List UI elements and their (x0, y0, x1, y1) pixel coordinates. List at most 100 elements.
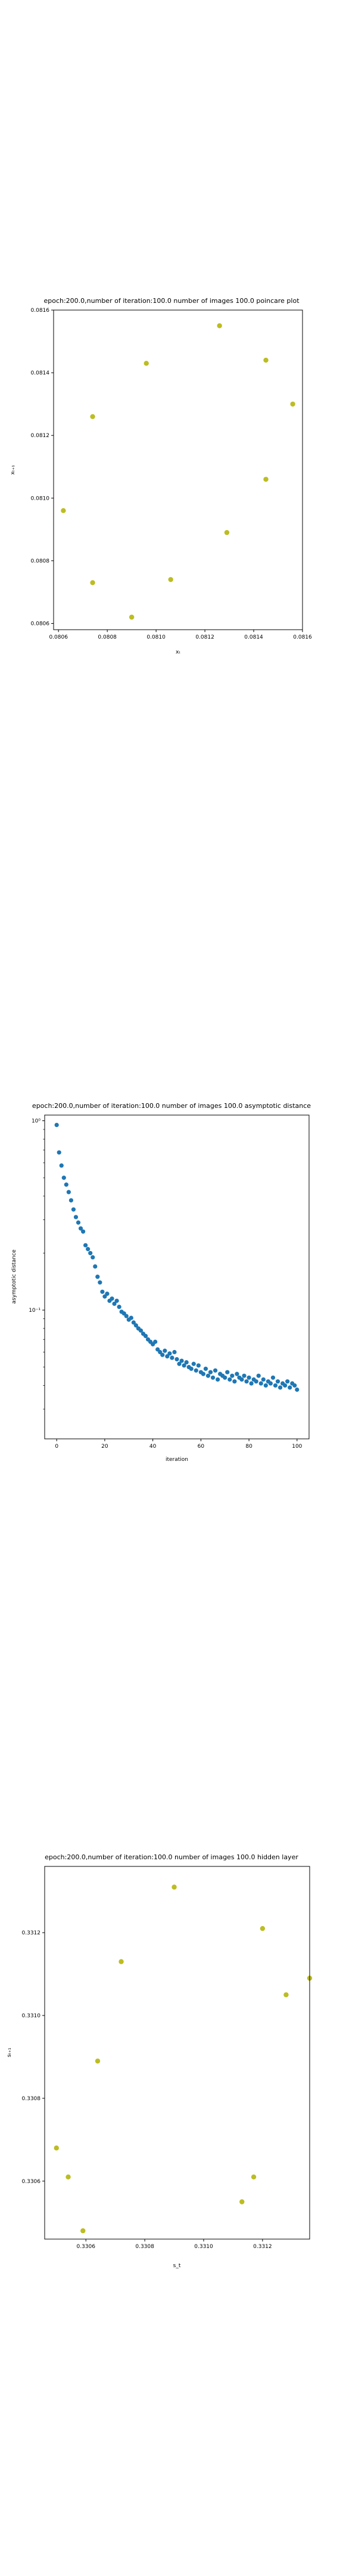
data-point (110, 1296, 114, 1301)
data-point (184, 1360, 189, 1365)
data-point (129, 1315, 133, 1320)
data-point (80, 1229, 86, 1234)
x-tick-label: 20 (101, 1444, 108, 1450)
data-point (170, 1355, 174, 1360)
data-point (217, 323, 222, 329)
data-point (66, 2174, 71, 2180)
data-point (227, 1377, 232, 1382)
data-point (251, 2174, 257, 2180)
x-tick-label: 0.0816 (293, 634, 312, 640)
y-tick-label: 0.3308 (22, 2096, 41, 2102)
data-point (165, 1354, 170, 1359)
y-tick-label: 10⁻¹ (29, 1308, 40, 1314)
y-tick-label: 0.3310 (22, 2013, 41, 2019)
data-point (80, 2228, 86, 2234)
y-axis-label: xₜ₊₁ (10, 465, 16, 475)
data-point (295, 1387, 300, 1392)
data-point (172, 1884, 177, 1890)
x-tick-label: 80 (245, 1444, 252, 1450)
data-point (232, 1379, 237, 1384)
data-point (95, 1274, 100, 1279)
x-tick-label: 0.3306 (76, 2244, 95, 2250)
data-point (91, 1255, 95, 1260)
y-tick-label: 0.0812 (31, 433, 50, 439)
plot-frame (44, 1866, 310, 2240)
data-point (210, 1375, 216, 1380)
x-tick-label: 0.0808 (98, 634, 117, 640)
data-point (290, 401, 295, 407)
data-point (144, 361, 149, 366)
data-point (100, 1289, 105, 1294)
data-point (194, 1368, 198, 1373)
x-tick-label: 0.0814 (244, 634, 263, 640)
data-point (90, 414, 95, 419)
data-point (143, 1333, 148, 1339)
data-point (205, 1373, 211, 1378)
y-axis-label: asymptotic distance (11, 1249, 17, 1304)
data-point (54, 2145, 59, 2151)
data-point (196, 1363, 201, 1368)
plot-frame (53, 309, 303, 630)
data-point (224, 530, 230, 535)
y-tick-label: 0.3312 (22, 1930, 41, 1936)
asymptotic-distance-chart: epoch:200.0,number of iteration:100.0 nu… (11, 1102, 311, 1463)
data-point (223, 1375, 227, 1380)
y-axis-label: sₜ₊₁ (7, 2048, 13, 2057)
data-point (138, 1328, 144, 1333)
data-point (59, 1163, 64, 1168)
data-point (95, 2058, 101, 2064)
data-point (244, 1379, 249, 1384)
poincare-chart: epoch:200.0,number of iteration:100.0 nu… (10, 297, 312, 655)
data-point (105, 1292, 110, 1296)
data-point (153, 1339, 158, 1344)
data-points (54, 1123, 300, 1392)
data-point (71, 1207, 76, 1212)
data-point (54, 1123, 59, 1128)
y-tick-label: 0.0806 (31, 621, 50, 627)
chart-title: epoch:200.0,number of iteration:100.0 nu… (32, 1102, 311, 1110)
x-tick-label: 0 (55, 1444, 58, 1450)
y-tick-label: 0.0810 (31, 496, 50, 501)
data-point (216, 1377, 220, 1382)
data-point (249, 1381, 254, 1386)
x-tick-label: 0.3310 (194, 2244, 213, 2250)
data-point (168, 577, 173, 583)
data-point (254, 1379, 258, 1384)
data-point (260, 1925, 266, 1931)
data-point (191, 1361, 196, 1366)
x-tick-label: 0.0812 (195, 634, 214, 640)
data-point (182, 1363, 186, 1368)
y-tick-label: 0.3306 (22, 2179, 41, 2185)
chart-title: epoch:200.0,number of iteration:100.0 nu… (43, 297, 300, 305)
y-tick-label: 0.0808 (31, 558, 50, 564)
data-point (177, 1361, 182, 1366)
data-point (275, 1379, 280, 1384)
data-point (131, 1320, 136, 1325)
data-point (235, 1371, 239, 1376)
data-point (129, 614, 135, 620)
data-point (68, 1198, 73, 1203)
x-tick-label: 0.0806 (49, 634, 68, 640)
data-point (172, 1349, 177, 1355)
data-point (273, 1383, 278, 1388)
data-points (61, 323, 295, 620)
data-point (225, 1370, 230, 1374)
data-point (93, 1264, 98, 1269)
y-tick-label: 0.0816 (31, 308, 50, 314)
data-point (90, 580, 95, 586)
data-point (230, 1373, 235, 1378)
data-point (73, 1215, 79, 1219)
x-axis-label: iteration (166, 1457, 188, 1463)
data-point (64, 1182, 68, 1187)
x-ticks: 0 20 40 60 80 100 (55, 1439, 303, 1450)
data-point (201, 1371, 205, 1376)
data-point (158, 1349, 163, 1355)
data-point (270, 1375, 276, 1380)
data-point (167, 1351, 172, 1356)
data-point (88, 1250, 93, 1256)
data-point (189, 1366, 194, 1371)
data-point (179, 1358, 184, 1363)
data-point (263, 357, 269, 363)
hidden-layer-chart: epoch:200.0,number of iteration:100.0 nu… (7, 1853, 313, 2269)
data-point (288, 1385, 292, 1390)
